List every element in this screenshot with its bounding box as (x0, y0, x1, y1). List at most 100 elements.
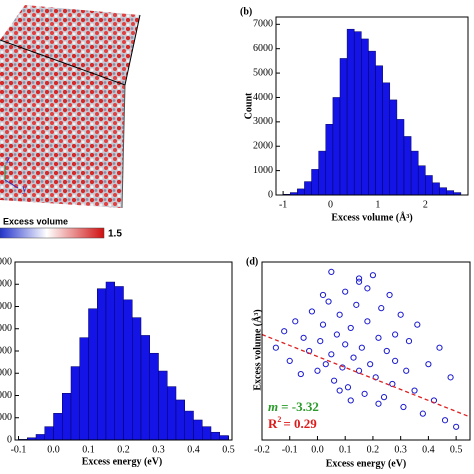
y-axis-title: Excess volume (Å³) (251, 309, 263, 390)
bar (167, 386, 177, 441)
axis-y: y (22, 183, 27, 194)
bar (210, 431, 220, 441)
point (405, 338, 413, 345)
x-axis-title: Excess volume (Å³) (331, 211, 412, 223)
point (353, 301, 360, 308)
point (322, 361, 329, 368)
point (425, 361, 432, 368)
y-axis-title: Count (243, 92, 254, 119)
x-tick-label: 2 (423, 199, 428, 210)
bar (140, 335, 150, 441)
bar (389, 99, 398, 196)
y-tick-label: 1000 (253, 165, 273, 176)
bar (219, 435, 229, 441)
x-tick-label: 0.1 (82, 444, 95, 455)
x-tick-label: -0.2 (254, 444, 270, 455)
x-tick-label: -1 (279, 199, 287, 210)
point (336, 311, 343, 318)
y-tick-label: 7000 (253, 19, 273, 30)
x-tick-label: 0.5 (222, 444, 235, 455)
r2-annotation: R2 = 0.29 (268, 415, 317, 431)
plot-frame (14, 261, 233, 441)
bar (175, 399, 185, 441)
bar (425, 175, 433, 196)
point (355, 367, 363, 374)
point (272, 344, 279, 351)
point (355, 275, 363, 282)
point (333, 331, 340, 338)
bar (158, 370, 168, 441)
plot-frame (261, 261, 471, 441)
slope-symbol: m (268, 399, 278, 414)
point (375, 334, 382, 341)
point (380, 394, 388, 401)
bar (382, 82, 391, 196)
y-tick-label: 7000 (0, 279, 12, 290)
point (339, 364, 346, 371)
x-tick-label: 0.3 (152, 444, 165, 455)
bar (432, 182, 440, 196)
point (383, 347, 390, 355)
panel-a: z y Excess volume 1.5 (0, 5, 141, 240)
panel-label: (b) (240, 6, 252, 17)
point (361, 390, 368, 397)
bar (353, 31, 362, 196)
bar (318, 150, 327, 196)
bar (375, 65, 383, 196)
bar (417, 165, 426, 196)
atom-structure (0, 5, 140, 208)
point (292, 318, 299, 325)
colorbar (0, 227, 105, 239)
point (314, 367, 321, 374)
x-axis-title: Excess energy (eV) (326, 458, 407, 469)
bar (368, 50, 376, 196)
bar (35, 434, 45, 441)
point (386, 291, 393, 299)
y-tick-label: 4000 (0, 345, 12, 356)
point (411, 387, 418, 394)
bar (361, 38, 369, 196)
point (392, 331, 399, 338)
bar (396, 119, 405, 196)
bar (184, 410, 194, 441)
point (319, 321, 327, 328)
bar (202, 426, 212, 441)
x-tick-label: 0.3 (394, 444, 407, 455)
bar (403, 136, 412, 196)
y-tick-label: 6000 (0, 301, 12, 312)
point (347, 324, 354, 332)
bar (304, 181, 312, 196)
bar (105, 281, 115, 441)
point (392, 357, 399, 364)
point (453, 423, 460, 430)
x-tick-label: 0.5 (450, 444, 463, 455)
point (358, 344, 365, 351)
bar (346, 28, 355, 196)
x-tick-label: 1 (375, 199, 380, 210)
bar (193, 419, 203, 441)
point (344, 384, 352, 391)
y-tick-label: 2000 (0, 390, 12, 401)
bar (446, 190, 455, 196)
point (300, 334, 307, 341)
x-tick-label: 0.1 (339, 444, 352, 455)
colorbar-label: Excess volume (3, 216, 68, 226)
bar (339, 58, 348, 196)
fit-line (261, 333, 471, 418)
y-tick-label: 0 (7, 434, 12, 445)
bar (439, 187, 447, 196)
point (325, 298, 332, 305)
point (364, 285, 371, 292)
chart-panel: -1 0 1 2 0 1000 2000 3000 4000 5000 6000 7000(b) Exc… (240, 6, 469, 223)
x-tick-label: 0.2 (117, 444, 130, 455)
bar (97, 288, 107, 441)
y-tick-label: 2000 (253, 141, 273, 152)
panel-label: (d) (246, 256, 258, 267)
bar (53, 413, 63, 441)
point (342, 288, 349, 295)
r2-value: = 0.29 (283, 416, 317, 431)
cube-edge (121, 84, 126, 209)
point (378, 305, 385, 312)
point (367, 361, 374, 368)
